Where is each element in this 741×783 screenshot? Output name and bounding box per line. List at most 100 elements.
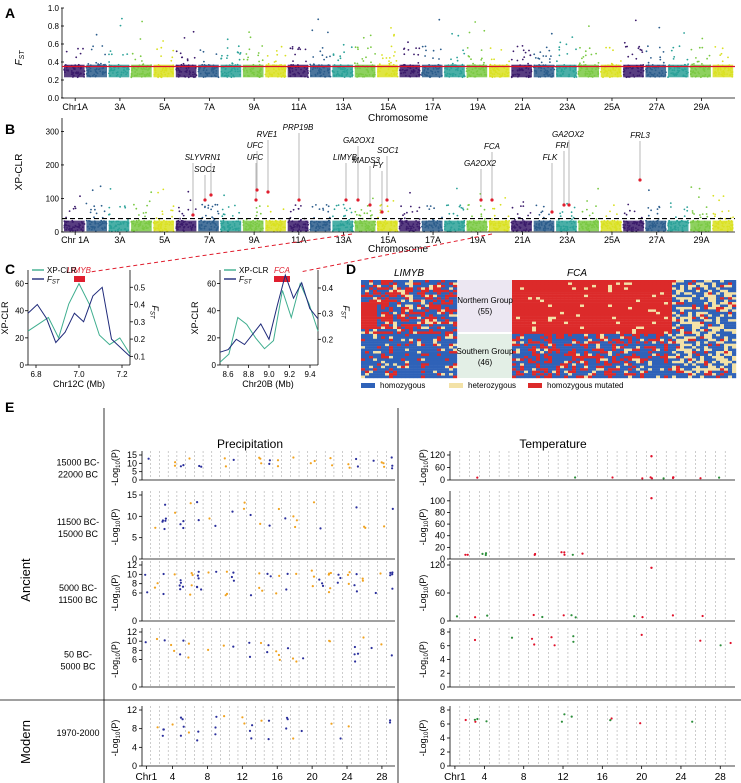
heatmap-cell xyxy=(365,355,370,359)
gene-hit-point xyxy=(567,203,571,207)
heatmap-cell xyxy=(664,282,669,286)
data-point xyxy=(248,31,251,33)
heatmap-cell xyxy=(389,333,394,337)
heatmap-cell xyxy=(413,302,418,305)
heatmap-cell xyxy=(441,353,446,357)
heatmap-cell xyxy=(413,370,418,374)
data-point xyxy=(400,205,402,208)
data-point xyxy=(325,56,328,59)
heatmap-cell xyxy=(453,331,458,335)
data-point xyxy=(686,206,689,209)
data-point xyxy=(327,31,329,34)
heatmap-cell xyxy=(389,368,394,371)
heatmap-cell xyxy=(580,289,585,293)
heatmap-cell xyxy=(361,324,366,327)
heatmap-cell xyxy=(548,284,553,288)
heatmap-cell xyxy=(608,289,613,293)
heatmap-cell xyxy=(413,297,418,300)
heatmap-cell xyxy=(433,329,438,332)
data-point xyxy=(332,53,335,56)
heatmap-cell xyxy=(425,302,430,305)
heatmap-cell xyxy=(377,321,382,325)
data-point xyxy=(141,20,144,23)
heatmap-cell xyxy=(708,294,713,298)
data-point xyxy=(638,45,641,48)
heatmap-cell xyxy=(365,363,370,366)
heatmap-cell xyxy=(652,289,657,293)
heatmap-cell xyxy=(397,355,402,359)
heatmap-cell xyxy=(540,294,545,298)
heatmap-cell xyxy=(596,294,601,298)
heatmap-cell xyxy=(405,368,410,371)
heatmap-cell xyxy=(369,324,374,327)
heatmap-cell xyxy=(632,282,637,286)
heatmap-cell xyxy=(437,309,442,313)
heatmap-cell xyxy=(576,289,581,293)
heatmap-cell xyxy=(405,329,410,332)
data-point xyxy=(342,203,345,206)
heatmap-cell xyxy=(445,348,450,352)
c-left-y2label: FST xyxy=(149,305,161,320)
heatmap-cell xyxy=(417,282,422,286)
data-point xyxy=(584,54,587,57)
heatmap-cell xyxy=(516,294,521,298)
heatmap-cell xyxy=(592,289,597,293)
data-point xyxy=(182,62,185,65)
data-point xyxy=(319,50,322,53)
heatmap-cell xyxy=(413,338,418,342)
heatmap-cell xyxy=(449,297,454,300)
heatmap-cell xyxy=(393,311,398,315)
heatmap-cell xyxy=(401,319,406,322)
chromosome-band xyxy=(310,220,331,232)
heatmap-cell xyxy=(449,363,454,366)
heatmap-cell xyxy=(385,363,390,366)
data-point xyxy=(95,212,98,215)
data-point xyxy=(280,45,283,48)
data-point xyxy=(659,56,662,59)
heatmap-cell xyxy=(381,314,386,317)
heatmap-cell xyxy=(361,319,366,322)
heatmap-cell xyxy=(445,360,450,364)
heatmap-cell xyxy=(405,304,410,308)
heatmap-cell xyxy=(421,333,426,337)
heatmap-cell xyxy=(401,294,406,298)
heatmap-cell xyxy=(684,284,689,288)
heatmap-cell xyxy=(425,292,430,295)
data-point xyxy=(322,207,324,210)
heatmap-cell xyxy=(369,358,374,362)
heatmap-cell xyxy=(453,280,458,283)
heatmap-cell xyxy=(361,294,366,298)
heatmap-cell xyxy=(429,363,434,366)
heatmap-cell xyxy=(532,292,537,295)
data-point xyxy=(571,218,573,221)
heatmap-cell xyxy=(397,329,402,332)
heatmap-cell xyxy=(449,375,454,379)
heatmap-cell xyxy=(381,282,386,286)
heatmap-cell xyxy=(389,329,394,332)
data-point xyxy=(429,205,432,208)
heatmap-cell xyxy=(409,338,414,342)
heatmap-cell xyxy=(385,304,390,308)
heatmap-cell xyxy=(393,333,398,337)
heatmap-cell xyxy=(397,297,402,300)
heatmap-cell xyxy=(636,282,641,286)
data-point xyxy=(141,60,143,62)
heatmap-cell xyxy=(672,282,677,286)
x-tick-label: 7.0 xyxy=(73,370,85,379)
heatmap-cell xyxy=(453,370,458,374)
heatmap-cell xyxy=(401,326,406,330)
y2-tick-label: 0.3 xyxy=(134,318,146,327)
heatmap-cell xyxy=(421,360,426,364)
heatmap-cell xyxy=(389,355,394,359)
heatmap-cell xyxy=(692,287,697,290)
x-tick-label: 7A xyxy=(204,235,215,245)
heatmap-cell xyxy=(580,292,585,295)
heatmap-cell xyxy=(437,314,442,317)
heatmap-cell xyxy=(684,280,689,283)
data-point xyxy=(333,208,336,211)
data-point xyxy=(275,50,278,52)
chromosome-band xyxy=(556,64,577,78)
heatmap-cell xyxy=(385,289,390,293)
data-point xyxy=(479,205,482,207)
